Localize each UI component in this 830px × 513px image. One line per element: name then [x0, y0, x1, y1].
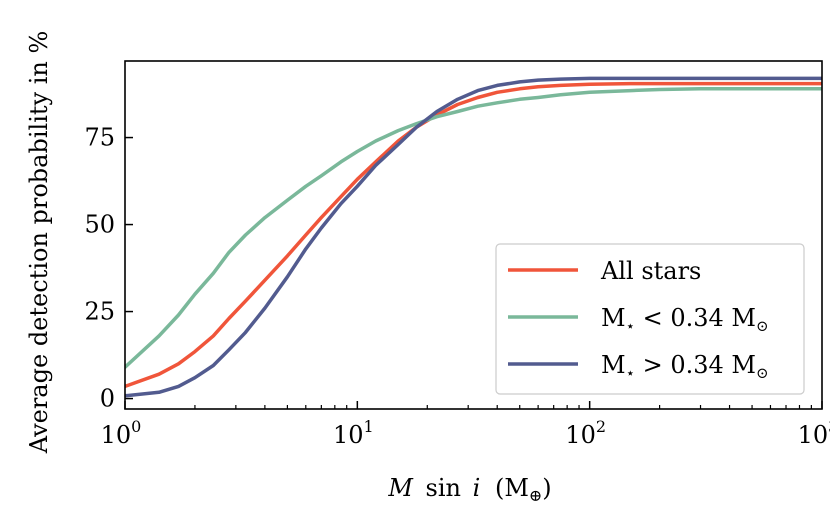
- series-layer: [125, 76, 822, 398]
- y-tick-label-2: 50: [84, 211, 115, 239]
- series-line-1: [125, 87, 822, 369]
- y-tick-label-1: 25: [84, 298, 115, 326]
- x-tick-label-3: 103: [798, 417, 830, 449]
- x-axis-label-mass: M: [387, 474, 414, 502]
- y-tick-label-3: 75: [84, 124, 115, 152]
- x-axis-label-sin: sin: [426, 474, 461, 502]
- y-axis-ticks: 0 25 50 75: [84, 124, 133, 413]
- plot-frame: [124, 60, 823, 410]
- x-axis-ticks: 100 101 102 103: [101, 401, 830, 449]
- y-axis-label: Average detection probability in %: [25, 31, 53, 455]
- x-axis-label-unit-earth: ⊕: [529, 486, 542, 505]
- x-axis-label-unit-close: ): [542, 474, 551, 502]
- x-tick-label-0: 100: [101, 417, 142, 449]
- series-line-2: [125, 76, 822, 398]
- legend-label-low-mass: M⋆ < 0.34 M⊙: [601, 304, 769, 335]
- legend-label-high-mass: M⋆ > 0.34 M⊙: [601, 351, 769, 382]
- x-axis-label-unit-open: (M: [495, 474, 529, 502]
- legend: All stars M⋆ < 0.34 M⊙ M⋆ > 0.34 M⊙: [495, 243, 805, 395]
- x-tick-label-1: 101: [333, 417, 374, 449]
- legend-box: [495, 243, 805, 395]
- x-axis-label: M sin i (M⊕): [387, 474, 551, 505]
- x-axis-label-inclination: i: [473, 474, 481, 502]
- legend-label-all-stars: All stars: [600, 257, 701, 285]
- y-tick-label-0: 0: [100, 385, 115, 413]
- series-line-0: [125, 81, 822, 389]
- x-tick-label-2: 102: [565, 417, 606, 449]
